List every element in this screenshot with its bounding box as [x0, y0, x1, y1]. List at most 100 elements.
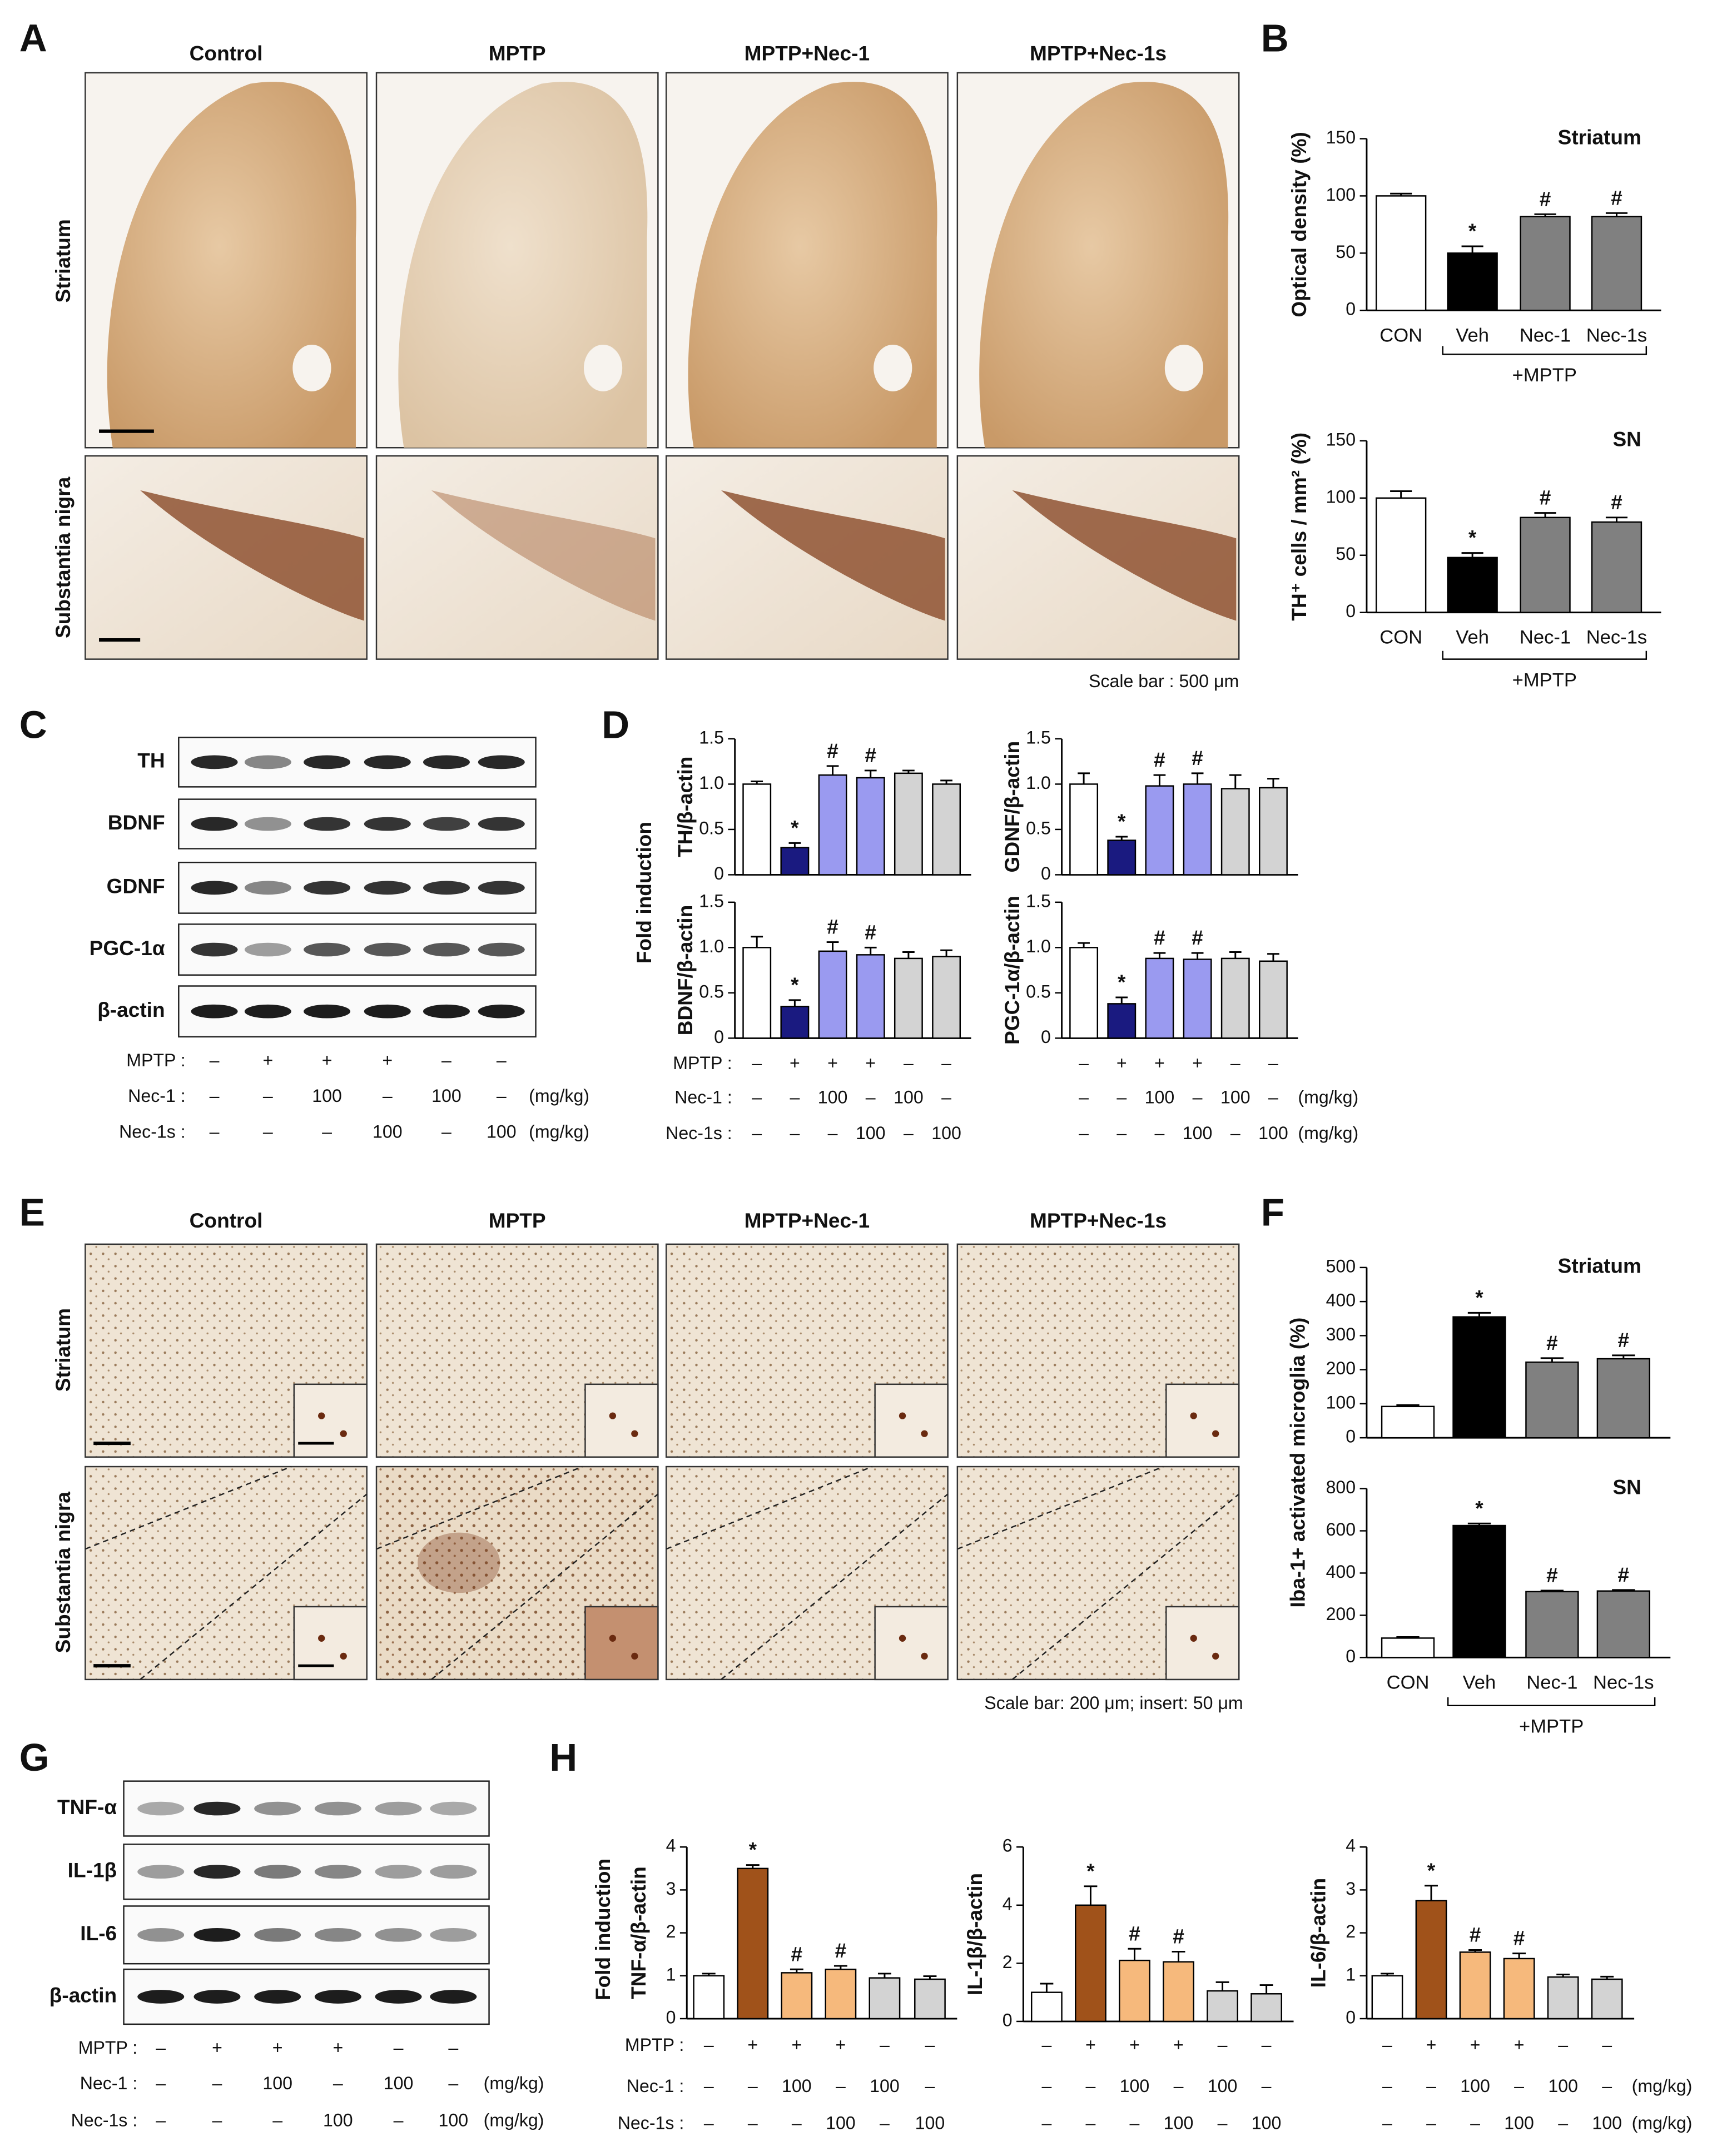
region-outline — [1011, 1493, 1239, 1680]
error-bar — [788, 842, 801, 848]
significance-label: # — [1192, 746, 1203, 769]
bar — [818, 950, 847, 1039]
inset — [874, 1383, 949, 1458]
treatment-cell: – — [1193, 1087, 1203, 1107]
treatment-cell: – — [941, 1053, 951, 1073]
error-bar — [1078, 942, 1090, 948]
treatment-cell: 100 — [1220, 1087, 1250, 1107]
error-bar — [1153, 952, 1166, 958]
error-bar — [702, 1973, 716, 1976]
band — [375, 1801, 422, 1816]
inset — [584, 1383, 659, 1458]
treatment-cell: – — [210, 1050, 220, 1070]
inset-cell — [318, 1635, 325, 1642]
significance-label: # — [1129, 1921, 1140, 1945]
treatment-cell: 100 — [384, 2073, 414, 2093]
treatment-label: MPTP : — [126, 1050, 185, 1070]
treatment-cell: – — [212, 2073, 222, 2093]
treatment-cell: 100 — [1208, 2076, 1238, 2096]
treatment-cell: – — [1382, 2035, 1392, 2055]
panel-letter: B — [1261, 16, 1289, 59]
x-tick-label: Veh — [1456, 325, 1489, 346]
error-bar — [1191, 772, 1204, 784]
error-bar — [1128, 1948, 1142, 1961]
treatment-cell: – — [1079, 1053, 1089, 1073]
significance-label: # — [791, 1942, 803, 1965]
treatment-cell: – — [1262, 2076, 1272, 2096]
inset — [874, 1606, 949, 1681]
error-bar — [877, 1973, 891, 1978]
error-bar — [1534, 213, 1556, 217]
significance-label: # — [1470, 1923, 1481, 1946]
y-tick-label: 0.5 — [699, 981, 724, 1001]
treatment-cell: – — [1155, 1123, 1165, 1143]
band — [478, 755, 525, 769]
treatment-cell: – — [925, 2035, 935, 2055]
y-tick-label: 4 — [666, 1836, 676, 1856]
microglia-cluster — [418, 1532, 500, 1593]
bar — [1069, 783, 1099, 876]
significance-label: # — [865, 920, 876, 943]
significance-label: # — [1173, 1925, 1184, 1948]
error-bar — [1612, 1354, 1635, 1359]
treatment-label: MPTP : — [673, 1053, 732, 1073]
blot — [178, 985, 537, 1038]
band — [244, 755, 291, 769]
treatment-cell: – — [1116, 1123, 1127, 1143]
treatment-cell: – — [752, 1087, 762, 1107]
band — [191, 817, 238, 831]
region-outline — [957, 1466, 1164, 1550]
error-bar — [1259, 1984, 1273, 1994]
treatment-cell: 100 — [856, 1123, 886, 1143]
y-tick-label: 0.5 — [1026, 818, 1051, 838]
band — [364, 881, 411, 895]
ventricle — [874, 344, 912, 391]
x-tick-label: Nec-1 — [1526, 1672, 1577, 1693]
y-axis-label: BDNF/β-actin — [673, 905, 697, 1036]
error-bar — [902, 769, 915, 773]
band — [364, 1004, 411, 1019]
y-tick-label: 0.5 — [699, 818, 724, 838]
treatment-cell: 100 — [826, 2113, 856, 2133]
treatment-unit: (mg/kg) — [484, 2110, 544, 2130]
y-tick-label: 800 — [1326, 1477, 1356, 1497]
treatment-unit: (mg/kg) — [1298, 1123, 1358, 1143]
neurons — [431, 490, 656, 621]
treatment-cell: – — [210, 1086, 220, 1106]
treatment-cell: 100 — [373, 1121, 403, 1141]
significance-label: # — [1192, 926, 1203, 949]
panel-letter: H — [549, 1736, 577, 1779]
treatment-cell: – — [1079, 1123, 1089, 1143]
row-label: Substantia nigra — [51, 1492, 75, 1653]
bar — [1119, 1959, 1150, 2023]
bar — [1452, 1524, 1506, 1658]
inset-cell — [631, 1430, 638, 1437]
treatment-cell: – — [212, 2110, 222, 2130]
bar — [1525, 1591, 1579, 1658]
bar — [818, 774, 847, 876]
treatment-cell: – — [1041, 2076, 1051, 2096]
significance-label: # — [1546, 1563, 1558, 1587]
treatment-cell: – — [752, 1123, 762, 1143]
treatment-cell: + — [212, 2038, 222, 2058]
treatment-cell: – — [836, 2076, 846, 2096]
treatment-label: Nec-1s : — [618, 2113, 684, 2133]
error-bar — [1540, 1589, 1564, 1592]
bar — [1207, 1990, 1238, 2023]
treatment-cell: 100 — [915, 2113, 945, 2133]
error-bar — [1115, 836, 1128, 841]
ventricle — [1164, 344, 1203, 391]
treatment-cell: – — [263, 1121, 273, 1141]
y-tick-label: 1 — [666, 1964, 676, 1984]
bar — [894, 772, 923, 876]
bar — [737, 1867, 769, 2020]
y-tick-label: 2 — [1003, 1952, 1013, 1972]
bar — [869, 1977, 901, 2020]
neurons — [721, 490, 945, 621]
band — [423, 755, 470, 769]
band — [137, 1801, 185, 1816]
treatment-cell: 100 — [431, 1086, 461, 1106]
row-label: Striatum — [51, 1308, 75, 1392]
y-axis-label: Fold induction — [591, 1859, 614, 2000]
